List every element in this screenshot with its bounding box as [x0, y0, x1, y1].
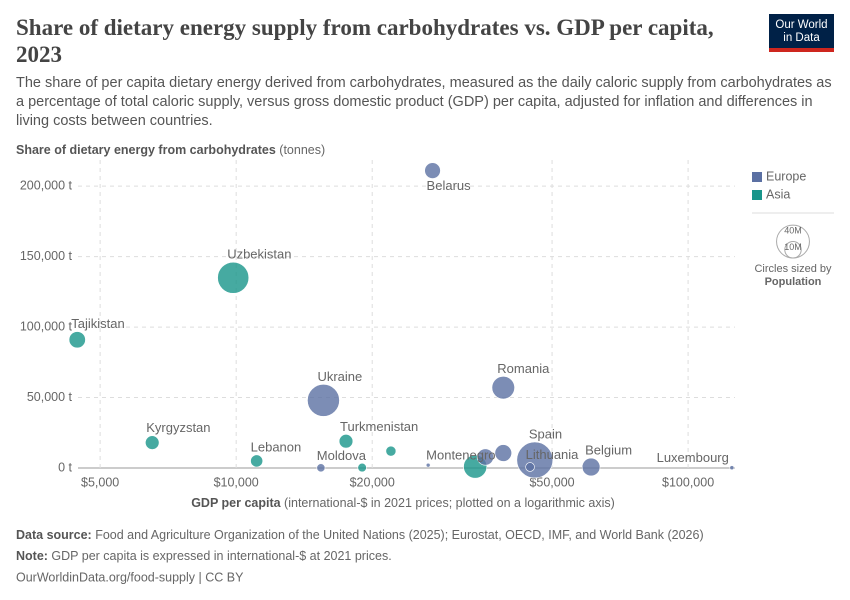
y-axis-unit: (tonnes): [276, 143, 325, 157]
point-label: Lebanon: [251, 439, 302, 454]
y-axis-label: Share of dietary energy from carbohydrat…: [16, 143, 276, 157]
logo[interactable]: Our World in Data: [769, 14, 834, 52]
x-tick-label: $100,000: [662, 475, 714, 489]
point: [581, 457, 601, 477]
logo-line: Our World: [775, 19, 828, 31]
legend-swatch: [752, 172, 762, 182]
note: Note: GDP per capita is expressed in int…: [16, 549, 392, 563]
point: [250, 454, 264, 468]
point-label: Lithuania: [526, 447, 580, 462]
y-tick-label: 200,000 t: [20, 178, 73, 192]
note-text: GDP per capita is expressed in internati…: [48, 549, 392, 563]
source-label: Data source:: [16, 528, 92, 542]
point-label: Spain: [529, 426, 562, 441]
x-axis-unit: (international-$ in 2021 prices; plotted…: [281, 496, 615, 510]
note-label: Note:: [16, 549, 48, 563]
point: [307, 384, 340, 417]
point: [729, 465, 735, 471]
legend-swatch: [752, 190, 762, 200]
source-text: Food and Agriculture Organization of the…: [92, 528, 704, 542]
source: Data source: Food and Agriculture Organi…: [16, 528, 704, 542]
footer-url: OurWorldinData.org/food-supply | CC BY: [16, 570, 244, 584]
y-tick-label: 100,000 t: [20, 319, 73, 333]
point: [338, 434, 354, 449]
point: [494, 444, 513, 462]
size-legend-label: 10M: [784, 242, 802, 252]
x-tick-label: $10,000: [214, 475, 259, 489]
y-tick-label: 150,000 t: [20, 249, 73, 263]
point-label: Ukraine: [317, 369, 362, 384]
point: [476, 448, 494, 466]
chart-title: Share of dietary energy supply from carb…: [16, 15, 714, 67]
point: [217, 261, 250, 294]
point: [425, 462, 431, 468]
x-tick-label: $5,000: [81, 475, 119, 489]
point: [424, 162, 441, 179]
size-legend-title: Circles sized by: [754, 263, 832, 275]
point: [68, 331, 86, 349]
y-tick-label: 50,000 t: [27, 390, 73, 404]
point: [145, 435, 160, 450]
x-tick-label: $20,000: [350, 475, 395, 489]
point-label: Belarus: [427, 178, 472, 193]
point-label: Moldova: [317, 448, 367, 463]
legend-label: Europe: [766, 169, 806, 183]
logo-line: in Data: [783, 32, 820, 44]
chart-subtitle: The share of per capita dietary energy d…: [16, 75, 832, 129]
legend-label: Asia: [766, 187, 790, 201]
y-axis-title: Share of dietary energy from carbohydrat…: [16, 143, 325, 157]
y-tick-label: 0 t: [58, 460, 72, 474]
x-axis-label: GDP per capita: [191, 496, 281, 510]
point-label: Belgium: [585, 443, 632, 458]
point-label: Uzbekistan: [227, 247, 291, 262]
point: [316, 463, 326, 473]
point-label: Romania: [497, 361, 550, 376]
x-axis-title: GDP per capita (international-$ in 2021 …: [191, 496, 615, 510]
point-label: Tajikistan: [71, 316, 124, 331]
size-legend-circle: [784, 241, 802, 259]
point-label: Montenegro: [426, 448, 495, 463]
point-label: Luxembourg: [657, 450, 729, 465]
point: [525, 462, 535, 472]
size-legend-label: 40M: [784, 225, 802, 235]
point: [385, 445, 397, 457]
point-label: Kyrgyzstan: [146, 420, 210, 435]
point-label: Turkmenistan: [340, 419, 418, 434]
point: [357, 462, 367, 473]
x-tick-label: $50,000: [529, 475, 574, 489]
point: [491, 376, 515, 400]
size-legend-variable: Population: [765, 276, 822, 288]
